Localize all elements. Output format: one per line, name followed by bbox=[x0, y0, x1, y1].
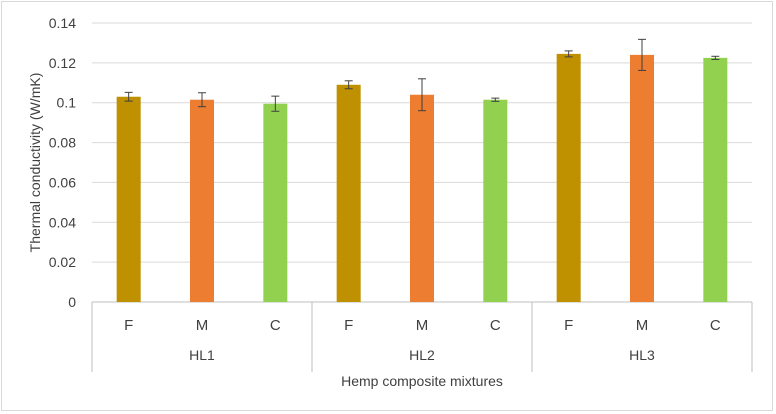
y-axis-label: Thermal conductivity (W/mK) bbox=[27, 73, 43, 253]
y-tick-label: 0.1 bbox=[57, 95, 77, 111]
y-tick-label: 0.12 bbox=[49, 55, 76, 71]
x-tick-label: C bbox=[710, 317, 721, 334]
bar-hl3-f bbox=[556, 53, 581, 303]
x-tick-label: F bbox=[344, 317, 353, 334]
bar-hl3-m bbox=[630, 54, 654, 303]
x-tick-label: C bbox=[490, 317, 501, 334]
bar-hl2-m bbox=[410, 94, 434, 302]
bar-hl2-f bbox=[336, 84, 361, 303]
x-tick-label: C bbox=[270, 317, 281, 334]
bar-hl1-f bbox=[116, 96, 141, 302]
bar-hl1-c bbox=[263, 103, 288, 302]
y-tick-label: 0.04 bbox=[49, 214, 76, 230]
bar-hl3-c bbox=[703, 57, 728, 302]
y-tick-label: 0 bbox=[68, 294, 76, 310]
group-label: HL1 bbox=[189, 347, 215, 363]
x-tick-label: M bbox=[416, 317, 429, 334]
y-tick-label: 0.06 bbox=[49, 174, 76, 190]
bar-hl1-m bbox=[190, 99, 214, 302]
y-tick-label: 0.08 bbox=[49, 135, 76, 151]
y-tick-label: 0.02 bbox=[49, 254, 76, 270]
x-tick-label: M bbox=[196, 317, 209, 334]
y-tick-label: 0.14 bbox=[49, 15, 76, 31]
x-tick-label: F bbox=[564, 317, 573, 334]
group-label: HL3 bbox=[629, 347, 655, 363]
x-axis-label: Hemp composite mixtures bbox=[341, 373, 503, 389]
bar-hl2-c bbox=[483, 99, 508, 302]
x-tick-label: M bbox=[636, 317, 649, 334]
group-label: HL2 bbox=[409, 347, 435, 363]
x-tick-label: F bbox=[124, 317, 133, 334]
